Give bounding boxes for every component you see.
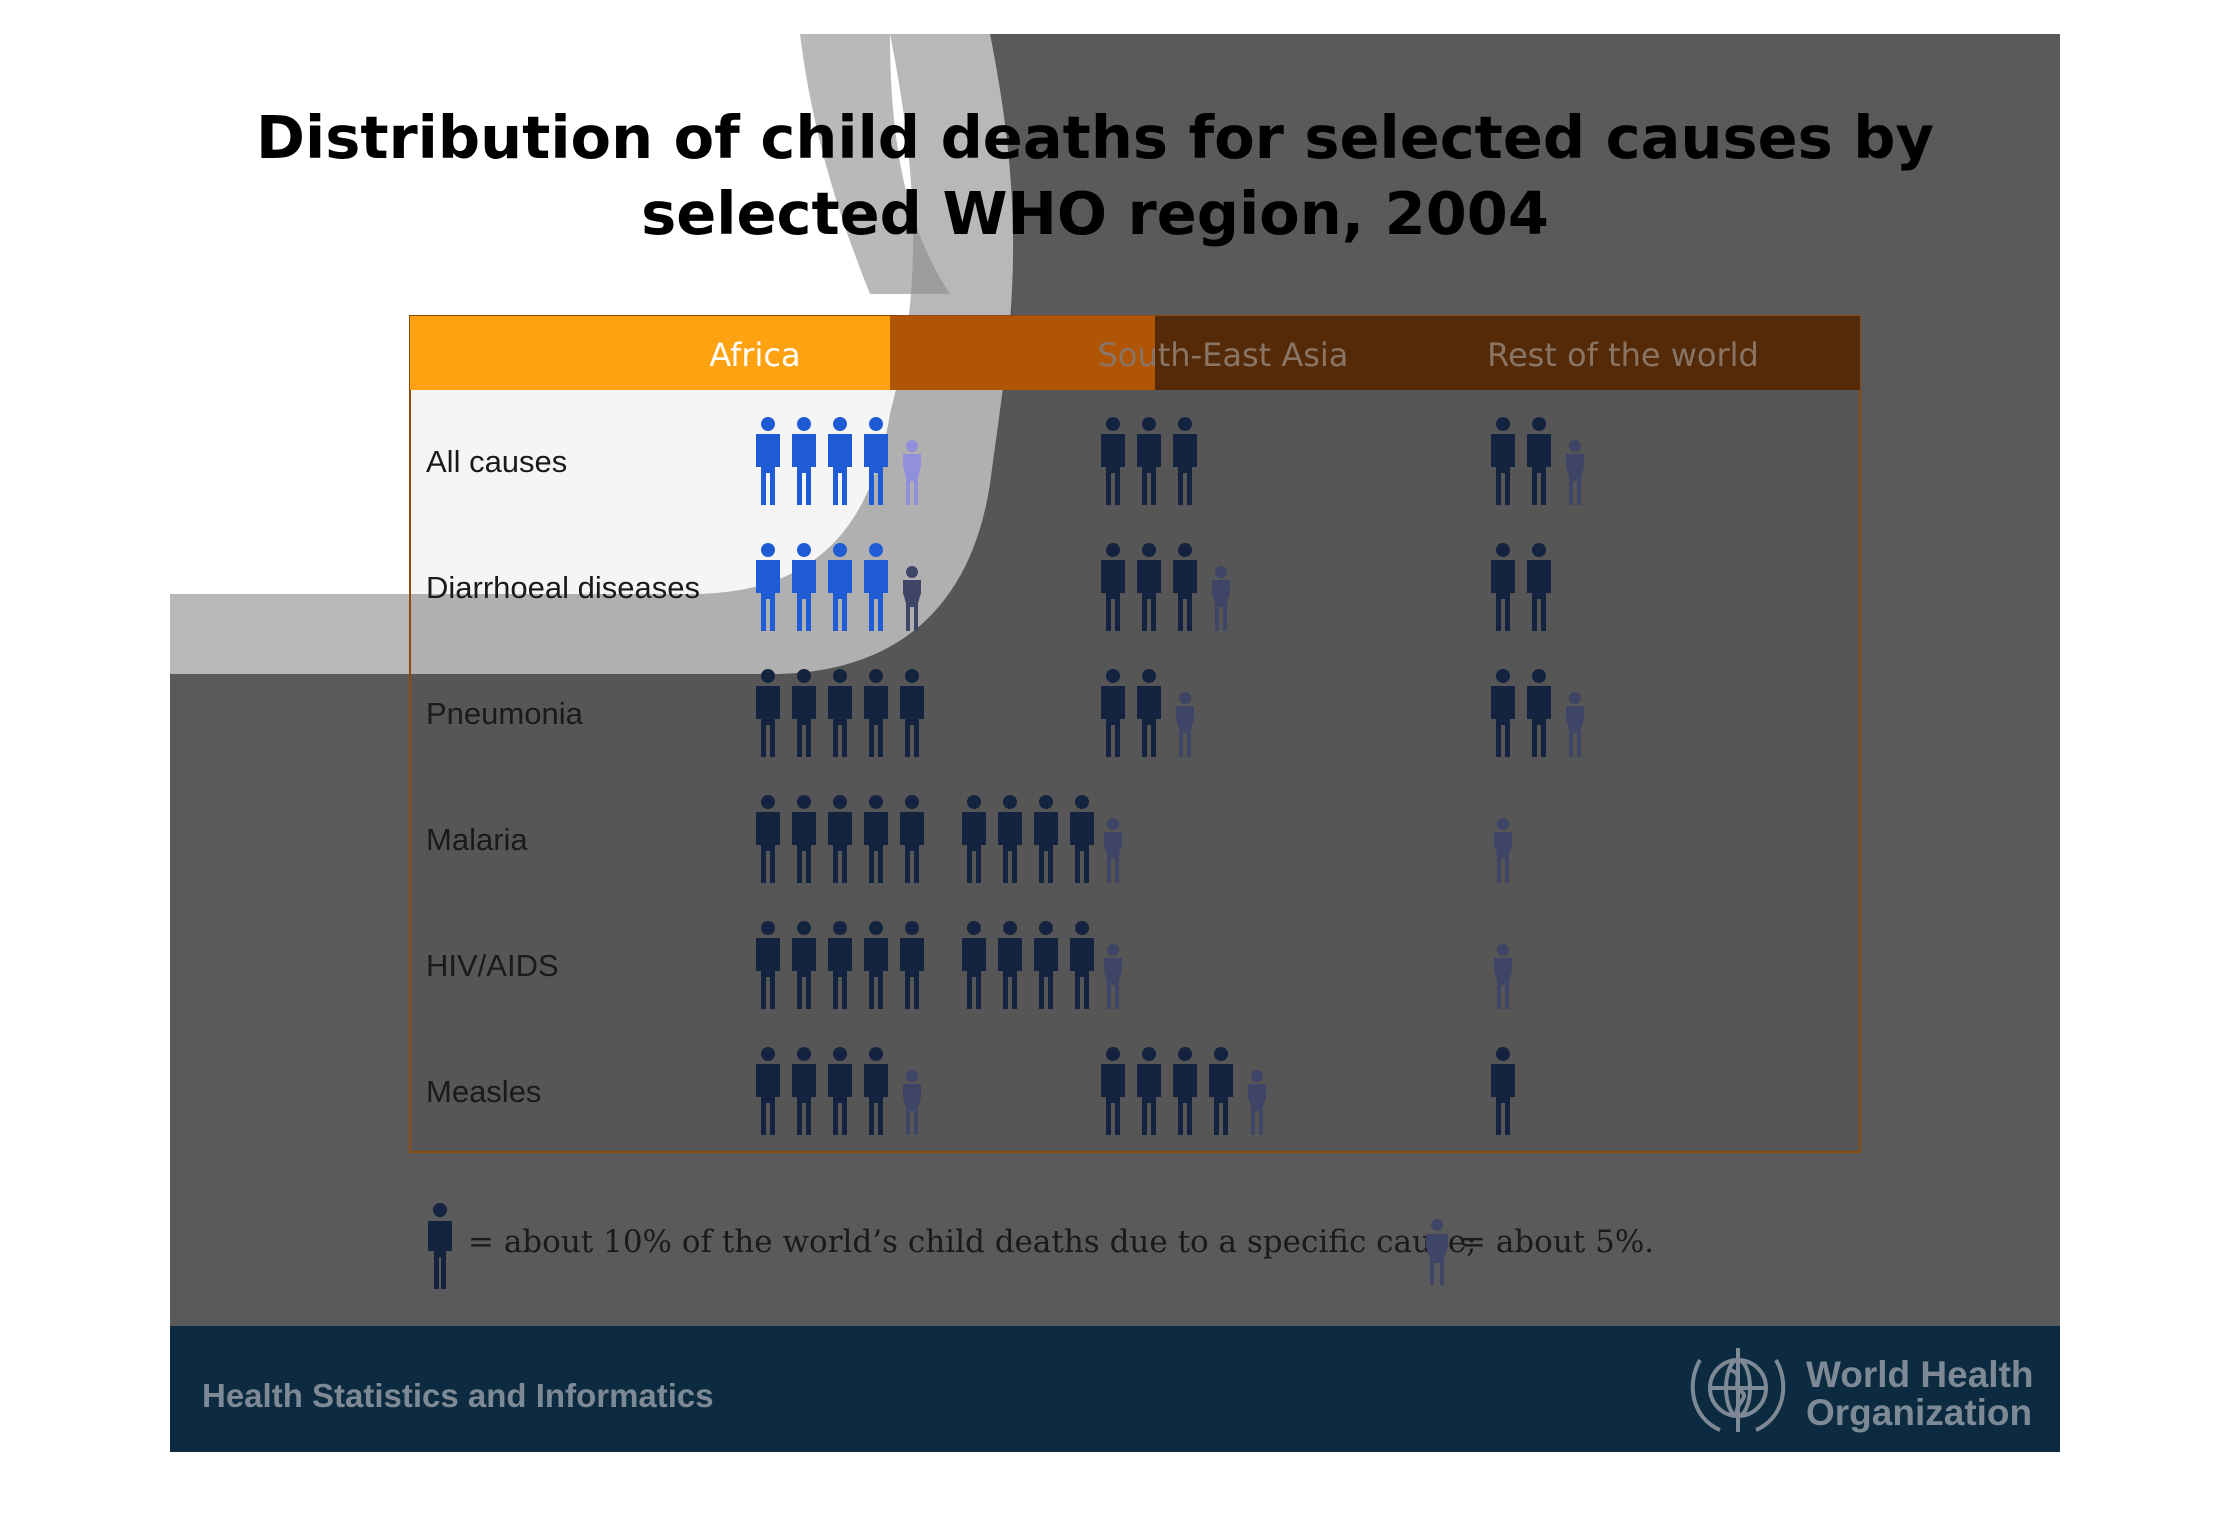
full-figure-mark: [864, 543, 888, 631]
row-label: All causes: [426, 444, 567, 479]
pictogram-table: Africa South-East Asia Rest of the world Al…: [409, 315, 1861, 1153]
who-logo-line1: World Health: [1806, 1354, 2034, 1395]
full-figure-mark: [1491, 543, 1515, 631]
half-figure-mark: [1494, 944, 1512, 1009]
half-figure-mark: [903, 566, 921, 631]
full-figure-mark: [1137, 417, 1161, 505]
full-figure-mark: [792, 1047, 816, 1135]
full-figure-mark: [756, 543, 780, 631]
full-figure-mark: [1137, 669, 1161, 757]
chart-title: Distribution of child deaths for selecte…: [170, 100, 2020, 252]
full-figure-mark: [828, 417, 852, 505]
full-figure-mark: [1173, 543, 1197, 631]
full-figure-mark: [828, 669, 852, 757]
row-label: Malaria: [426, 822, 528, 857]
full-figure-mark: [756, 921, 780, 1009]
full-figure-mark: [1070, 795, 1094, 883]
full-figure-mark: [828, 543, 852, 631]
half-figure-mark: [1566, 692, 1584, 757]
full-figure-mark: [1101, 1047, 1125, 1135]
half-figure-mark: [1248, 1070, 1266, 1135]
full-figure-mark: [900, 795, 924, 883]
row-label: Measles: [426, 1074, 541, 1109]
chart-title-line1: Distribution of child deaths for selecte…: [256, 103, 1934, 172]
full-figure-mark: [1101, 543, 1125, 631]
slide: Distribution of child deaths for selecte…: [170, 34, 2060, 1452]
who-emblem-icon: [1690, 1348, 1786, 1432]
header-band-other: [1155, 316, 1860, 390]
full-figure-mark: [1070, 921, 1094, 1009]
full-figure-mark: [756, 795, 780, 883]
full-figure-mark: [756, 1047, 780, 1135]
half-figure-mark: [903, 440, 921, 505]
full-figure-mark: [864, 417, 888, 505]
half-figure-mark: [1494, 818, 1512, 883]
full-figure-mark: [1101, 417, 1125, 505]
full-figure-mark: [1527, 669, 1551, 757]
full-figure-mark: [962, 795, 986, 883]
footer-department-label: Health Statistics and Informatics: [202, 1377, 714, 1414]
full-figure-mark: [828, 795, 852, 883]
full-figure-mark: [828, 921, 852, 1009]
full-figure-mark: [864, 1047, 888, 1135]
table-frame: [409, 315, 1861, 1153]
region-header-africa: Africa: [709, 336, 800, 374]
full-figure-mark: [1034, 921, 1058, 1009]
header-band-transition: [890, 316, 1155, 390]
full-figure-mark: [756, 417, 780, 505]
full-figure-mark: [1173, 417, 1197, 505]
full-figure-mark: [1034, 795, 1058, 883]
row-label: Diarrhoeal diseases: [426, 570, 700, 605]
full-figure-mark: [792, 921, 816, 1009]
legend-half-figure-icon: [1426, 1219, 1448, 1285]
full-figure-mark: [1491, 417, 1515, 505]
full-figure-mark: [1101, 669, 1125, 757]
full-figure-mark: [998, 795, 1022, 883]
region-header-south-east-asia: South-East Asia: [1098, 336, 1349, 374]
full-figure-mark: [1209, 1047, 1233, 1135]
full-figure-mark: [1527, 417, 1551, 505]
legend-full-text: = about 10% of the world’s child deaths …: [468, 1224, 1477, 1260]
legend: = about 10% of the world’s child deaths …: [420, 1187, 1920, 1297]
full-figure-mark: [1137, 1047, 1161, 1135]
full-figure-mark: [1173, 1047, 1197, 1135]
half-figure-mark: [1212, 566, 1230, 631]
row-label: HIV/AIDS: [426, 948, 559, 983]
full-figure-mark: [792, 795, 816, 883]
full-figure-mark: [792, 417, 816, 505]
full-figure-mark: [1137, 543, 1161, 631]
full-figure-mark: [900, 921, 924, 1009]
full-figure-mark: [864, 795, 888, 883]
half-figure-mark: [1566, 440, 1584, 505]
full-figure-mark: [864, 921, 888, 1009]
half-figure-mark: [903, 1070, 921, 1135]
chart-title-line2: selected WHO region, 2004: [641, 179, 1549, 248]
legend-full-figure-icon: [428, 1203, 452, 1289]
full-figure-mark: [828, 1047, 852, 1135]
full-figure-mark: [900, 669, 924, 757]
footer-bar: Health Statistics and Informatics World …: [170, 1326, 2060, 1452]
who-logo-text: World Health Organization: [1806, 1356, 2034, 1432]
full-figure-mark: [1527, 543, 1551, 631]
full-figure-mark: [1491, 1047, 1515, 1135]
half-figure-mark: [1104, 818, 1122, 883]
full-figure-mark: [864, 669, 888, 757]
full-figure-mark: [998, 921, 1022, 1009]
full-figure-mark: [756, 669, 780, 757]
region-header-rest-of-the-world: Rest of the world: [1487, 336, 1759, 374]
full-figure-mark: [1491, 669, 1515, 757]
half-figure-mark: [1176, 692, 1194, 757]
full-figure-mark: [792, 669, 816, 757]
row-label: Pneumonia: [426, 696, 584, 731]
full-figure-mark: [962, 921, 986, 1009]
legend-half-text: = about 5%.: [1460, 1224, 1655, 1260]
half-figure-mark: [1104, 944, 1122, 1009]
who-logo-line2: Organization: [1806, 1392, 2033, 1433]
full-figure-mark: [792, 543, 816, 631]
